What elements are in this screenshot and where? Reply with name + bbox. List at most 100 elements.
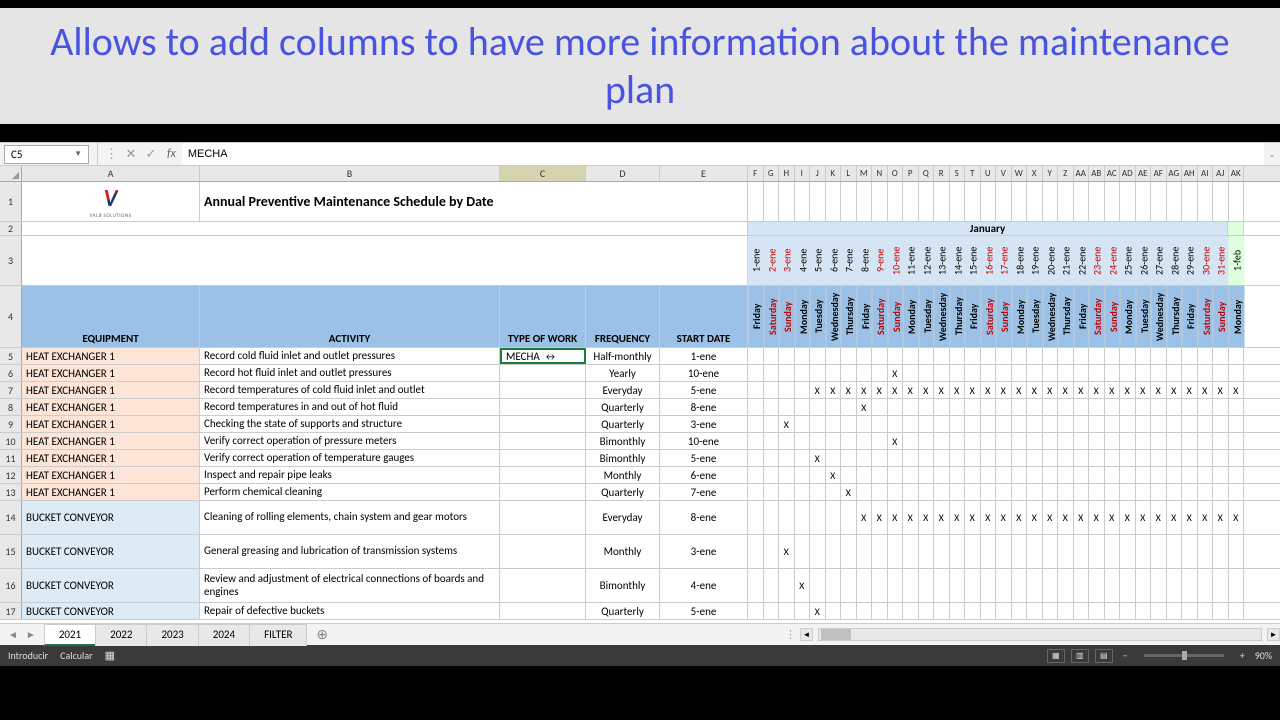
schedule-cell[interactable] <box>841 433 857 449</box>
schedule-cell[interactable] <box>1213 348 1229 364</box>
schedule-cell[interactable] <box>888 450 904 466</box>
schedule-cell[interactable] <box>903 416 919 432</box>
schedule-cell[interactable]: X <box>888 433 904 449</box>
schedule-cell[interactable] <box>1229 450 1245 466</box>
schedule-cell[interactable] <box>981 467 997 483</box>
col-header-U[interactable]: U <box>981 166 997 181</box>
schedule-cell[interactable] <box>826 416 842 432</box>
schedule-cell[interactable] <box>810 535 826 568</box>
schedule-cell[interactable] <box>1229 467 1245 483</box>
schedule-cell[interactable] <box>1105 399 1121 415</box>
schedule-cell[interactable]: X <box>810 382 826 398</box>
schedule-cell[interactable] <box>748 569 764 602</box>
schedule-cell[interactable] <box>810 416 826 432</box>
schedule-cell[interactable]: X <box>1198 501 1214 534</box>
schedule-cell[interactable] <box>841 416 857 432</box>
schedule-cell[interactable] <box>1151 569 1167 602</box>
start-date-cell[interactable]: 3-ene <box>660 535 748 568</box>
schedule-cell[interactable] <box>996 365 1012 381</box>
schedule-cell[interactable] <box>872 484 888 500</box>
type-of-work-cell[interactable] <box>500 501 586 534</box>
schedule-cell[interactable] <box>1027 467 1043 483</box>
schedule-cell[interactable]: X <box>1136 501 1152 534</box>
schedule-cell[interactable] <box>950 450 966 466</box>
schedule-cell[interactable] <box>903 450 919 466</box>
schedule-cell[interactable] <box>996 569 1012 602</box>
schedule-cell[interactable] <box>1167 467 1183 483</box>
schedule-cell[interactable] <box>779 450 795 466</box>
schedule-cell[interactable] <box>1120 484 1136 500</box>
activity-cell[interactable]: General greasing and lubrication of tran… <box>200 535 500 568</box>
activity-cell[interactable]: Repair of defective buckets <box>200 603 500 619</box>
schedule-cell[interactable] <box>934 365 950 381</box>
select-all-corner[interactable] <box>0 166 22 181</box>
schedule-cell[interactable] <box>1151 348 1167 364</box>
schedule-cell[interactable] <box>1136 450 1152 466</box>
schedule-cell[interactable] <box>1043 416 1059 432</box>
schedule-cell[interactable]: X <box>888 365 904 381</box>
type-of-work-cell[interactable] <box>500 484 586 500</box>
equipment-cell[interactable]: HEAT EXCHANGER 1 <box>22 450 200 466</box>
col-header-AF[interactable]: AF <box>1151 166 1167 181</box>
schedule-cell[interactable] <box>779 348 795 364</box>
row-header-1[interactable]: 1 <box>0 182 22 221</box>
schedule-cell[interactable] <box>1198 450 1214 466</box>
activity-cell[interactable]: Record temperatures in and out of hot fl… <box>200 399 500 415</box>
schedule-cell[interactable] <box>748 382 764 398</box>
equipment-cell[interactable]: HEAT EXCHANGER 1 <box>22 399 200 415</box>
schedule-cell[interactable] <box>857 535 873 568</box>
start-date-cell[interactable]: 10-ene <box>660 433 748 449</box>
schedule-cell[interactable]: X <box>1043 501 1059 534</box>
equipment-cell[interactable]: HEAT EXCHANGER 1 <box>22 416 200 432</box>
schedule-cell[interactable] <box>1074 433 1090 449</box>
schedule-cell[interactable] <box>872 535 888 568</box>
schedule-cell[interactable] <box>934 416 950 432</box>
schedule-cell[interactable] <box>1012 416 1028 432</box>
schedule-cell[interactable] <box>950 433 966 449</box>
schedule-cell[interactable] <box>1182 603 1198 619</box>
schedule-cell[interactable] <box>1043 467 1059 483</box>
schedule-cell[interactable]: X <box>872 501 888 534</box>
schedule-cell[interactable] <box>1213 365 1229 381</box>
schedule-cell[interactable] <box>857 433 873 449</box>
schedule-cell[interactable] <box>1012 433 1028 449</box>
view-break-button[interactable]: ▤ <box>1095 649 1113 663</box>
schedule-cell[interactable] <box>1167 433 1183 449</box>
schedule-cell[interactable]: X <box>1198 382 1214 398</box>
schedule-cell[interactable] <box>764 433 780 449</box>
schedule-cell[interactable] <box>1151 433 1167 449</box>
expand-icon[interactable]: ⌄ <box>1264 149 1280 160</box>
schedule-cell[interactable] <box>919 348 935 364</box>
schedule-cell[interactable]: X <box>1105 382 1121 398</box>
schedule-cell[interactable] <box>795 603 811 619</box>
schedule-cell[interactable] <box>919 569 935 602</box>
schedule-cell[interactable] <box>764 365 780 381</box>
schedule-cell[interactable] <box>1089 535 1105 568</box>
schedule-cell[interactable] <box>934 467 950 483</box>
schedule-cell[interactable] <box>1198 535 1214 568</box>
schedule-cell[interactable] <box>903 348 919 364</box>
schedule-cell[interactable]: X <box>981 382 997 398</box>
schedule-cell[interactable] <box>1012 535 1028 568</box>
schedule-cell[interactable] <box>1058 467 1074 483</box>
schedule-cell[interactable] <box>826 569 842 602</box>
scroll-right-button[interactable]: ► <box>1267 628 1280 641</box>
schedule-cell[interactable] <box>779 399 795 415</box>
col-header-R[interactable]: R <box>934 166 950 181</box>
schedule-cell[interactable] <box>764 467 780 483</box>
schedule-cell[interactable] <box>996 348 1012 364</box>
schedule-cell[interactable] <box>1198 467 1214 483</box>
schedule-cell[interactable] <box>1229 433 1245 449</box>
schedule-cell[interactable] <box>965 433 981 449</box>
schedule-cell[interactable] <box>857 348 873 364</box>
schedule-cell[interactable] <box>1105 569 1121 602</box>
schedule-cell[interactable] <box>857 416 873 432</box>
col-header-M[interactable]: M <box>857 166 873 181</box>
schedule-cell[interactable] <box>810 365 826 381</box>
schedule-cell[interactable] <box>1089 348 1105 364</box>
schedule-cell[interactable] <box>1120 365 1136 381</box>
schedule-cell[interactable] <box>965 603 981 619</box>
schedule-cell[interactable] <box>841 501 857 534</box>
schedule-cell[interactable] <box>1151 484 1167 500</box>
schedule-cell[interactable] <box>1151 365 1167 381</box>
